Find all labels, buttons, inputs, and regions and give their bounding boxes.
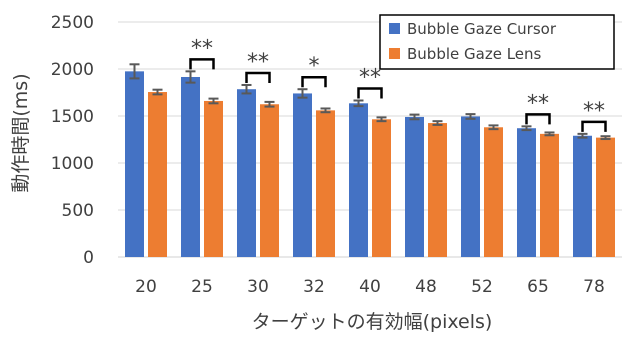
x-tick-label: 52 (471, 277, 493, 297)
gridlines (118, 21, 622, 258)
bar-cursor (181, 76, 200, 258)
significance-label: ** (247, 50, 269, 75)
significance-bracket (189, 58, 215, 70)
legend: Bubble Gaze Cursor Bubble Gaze Lens (379, 14, 615, 70)
legend-swatch-cursor (389, 23, 400, 34)
x-axis-ticks: 20 25 30 32 40 48 52 65 78 (135, 277, 605, 297)
bar-cursor (517, 128, 536, 257)
bar-cursor (237, 89, 256, 258)
bar-cursor (349, 103, 368, 257)
x-tick-label: 48 (415, 277, 437, 297)
bar-lens (204, 100, 223, 258)
y-tick-label: 2000 (51, 60, 94, 80)
x-tick-label: 30 (247, 277, 269, 297)
x-axis-label: ターゲットの有効幅(pixels) (252, 311, 493, 333)
significance-bracket (357, 87, 383, 99)
bar-lens (260, 104, 279, 257)
bar-lens (372, 119, 391, 257)
y-axis-label: 動作時間(ms) (10, 73, 32, 192)
bar-cursor (573, 135, 592, 257)
legend-box (379, 14, 615, 70)
y-axis-ticks: 0 500 1000 1500 2000 2500 (51, 13, 94, 268)
bar-lens (428, 123, 447, 257)
y-tick-label: 0 (83, 248, 94, 268)
significance-bracket (245, 71, 271, 83)
significance-label: ** (359, 65, 381, 90)
significance-label: ** (191, 36, 213, 61)
significance-label: ** (583, 99, 605, 124)
bar-cursor (405, 116, 424, 257)
bar-cursor (461, 116, 480, 257)
bar-cursor (293, 93, 312, 257)
x-tick-label: 78 (583, 277, 605, 297)
bar-lens (148, 92, 167, 257)
bars (125, 63, 615, 258)
bar-lens (540, 133, 559, 257)
x-tick-label: 40 (359, 277, 381, 297)
significance-markers: **** * **** ** (189, 36, 607, 132)
y-tick-label: 1000 (51, 154, 94, 174)
significance-bracket (301, 75, 327, 88)
significance-bracket (525, 113, 551, 125)
x-tick-label: 32 (303, 277, 325, 297)
significance-bracket (581, 120, 607, 132)
legend-label-lens: Bubble Gaze Lens (407, 45, 542, 63)
bar-lens (484, 127, 503, 257)
legend-label-cursor: Bubble Gaze Cursor (407, 20, 557, 38)
bar-lens (596, 137, 615, 257)
y-tick-label: 2500 (51, 13, 94, 33)
y-tick-label: 1500 (51, 107, 94, 127)
x-tick-label: 65 (527, 277, 549, 297)
y-tick-label: 500 (62, 201, 94, 221)
bar-cursor (125, 71, 144, 257)
legend-swatch-lens (389, 48, 400, 59)
significance-label: * (309, 54, 320, 79)
x-tick-label: 20 (135, 277, 157, 297)
bar-lens (316, 110, 335, 257)
significance-label: ** (527, 91, 549, 116)
x-tick-label: 25 (191, 277, 213, 297)
